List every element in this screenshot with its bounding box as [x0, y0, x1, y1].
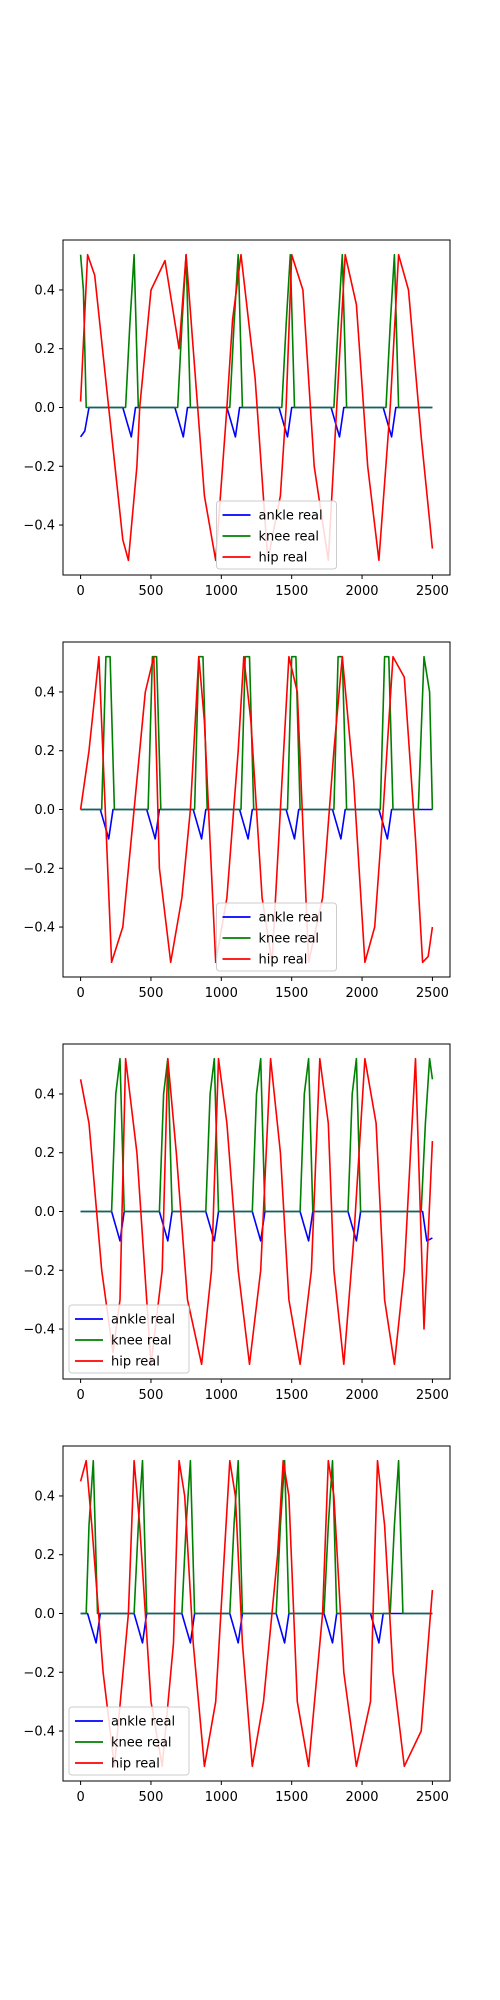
y-tick-label: 0.0 [34, 1607, 55, 1622]
x-tick-label: 0 [76, 986, 84, 1001]
x-tick-label: 1000 [205, 1388, 238, 1403]
legend-label: hip real [111, 1757, 160, 1772]
legend-box [68, 1304, 190, 1374]
y-tick-label: 0.0 [34, 401, 55, 416]
legend-label: ankle real [259, 509, 323, 524]
series-line-knee-real [80, 655, 434, 811]
y-tick-label: 0.4 [34, 685, 55, 700]
chart-panel-2: 0.4 0.2 0.0 −0.2 −0.4 0 500 1000 1500 2000 2500 ank… [23, 641, 451, 1001]
x-tick-label: 2500 [416, 1388, 449, 1403]
legend-label: ankle real [111, 1313, 175, 1328]
series-line-hip-real [79, 1459, 434, 1768]
x-tick-label: 0 [76, 1388, 84, 1403]
y-tick-label: 0.2 [34, 342, 55, 357]
x-tick-label: 2000 [345, 1388, 378, 1403]
y-tick-label: 0.0 [34, 1205, 55, 1220]
x-tick-label: 2500 [416, 986, 449, 1001]
series-line-ankle-real [79, 406, 433, 438]
legend-label: ankle real [259, 911, 323, 926]
chart-panel-4: 0.4 0.2 0.0 −0.2 −0.4 0 500 1000 1500 2000 2500 ank… [23, 1445, 451, 1805]
x-tick-label: 1500 [275, 1388, 308, 1403]
legend-box [216, 902, 337, 972]
legend-label: knee real [111, 1334, 172, 1349]
x-tick-label: 1500 [275, 1790, 308, 1805]
x-tick-label: 0 [76, 1790, 84, 1805]
legend-box [216, 500, 337, 570]
x-tick-label: 2000 [345, 1790, 378, 1805]
x-tick-label: 2500 [416, 1790, 449, 1805]
x-tick-label: 500 [139, 584, 164, 599]
y-tick-label: 0.4 [34, 1489, 55, 1504]
legend-label: knee real [111, 1736, 172, 1751]
y-tick-label: −0.2 [23, 1264, 55, 1279]
y-tick-label: 0.4 [34, 283, 55, 298]
x-tick-label: 500 [139, 986, 164, 1001]
legend-label: knee real [259, 932, 320, 947]
series-line-hip-real [79, 1057, 434, 1366]
series-line-ankle-real [80, 1612, 433, 1644]
y-tick-label: 0.2 [34, 1146, 55, 1161]
y-tick-label: 0.0 [34, 803, 55, 818]
series-line-knee-real [79, 253, 433, 409]
x-tick-label: 500 [139, 1790, 164, 1805]
y-tick-label: −0.2 [23, 1666, 55, 1681]
y-tick-label: −0.2 [23, 862, 55, 877]
y-tick-label: 0.2 [34, 744, 55, 759]
legend: ankle real knee real hip real [216, 500, 337, 570]
legend: ankle real knee real hip real [68, 1304, 190, 1374]
chart-panel-3: 0.4 0.2 0.0 −0.2 −0.4 0 500 1000 1500 2000 2500 ank… [23, 1043, 451, 1403]
legend-label: knee real [259, 530, 320, 545]
x-tick-label: 500 [139, 1388, 164, 1403]
y-tick-label: −0.2 [23, 460, 55, 475]
y-tick-label: 0.4 [34, 1087, 55, 1102]
x-tick-label: 1000 [205, 986, 238, 1001]
series-line-knee-real [80, 1057, 434, 1213]
y-tick-label: −0.4 [23, 1323, 55, 1338]
series-line-ankle-real [80, 1210, 433, 1242]
legend-label: hip real [259, 953, 308, 968]
x-tick-label: 2000 [345, 584, 378, 599]
x-tick-label: 2500 [416, 584, 449, 599]
series-line-hip-real [79, 655, 434, 964]
legend: ankle real knee real hip real [216, 902, 337, 972]
x-tick-label: 1000 [205, 584, 238, 599]
legend-label: hip real [259, 551, 308, 566]
series-line-hip-real [79, 253, 434, 562]
legend-label: hip real [111, 1355, 160, 1370]
chart-panel-1: 0.4 0.2 0.0 −0.2 −0.4 0 500 1000 1500 2000 2500 ank… [23, 239, 451, 599]
legend-box [68, 1706, 190, 1776]
y-tick-label: −0.4 [23, 1725, 55, 1740]
x-tick-label: 1000 [205, 1790, 238, 1805]
x-tick-label: 2000 [345, 986, 378, 1001]
x-tick-label: 1500 [275, 584, 308, 599]
y-tick-label: −0.4 [23, 519, 55, 534]
x-tick-label: 0 [76, 584, 84, 599]
legend: ankle real knee real hip real [68, 1706, 190, 1776]
legend-label: ankle real [111, 1715, 175, 1730]
y-tick-label: 0.2 [34, 1548, 55, 1563]
x-tick-label: 1500 [275, 986, 308, 1001]
y-tick-label: −0.4 [23, 921, 55, 936]
